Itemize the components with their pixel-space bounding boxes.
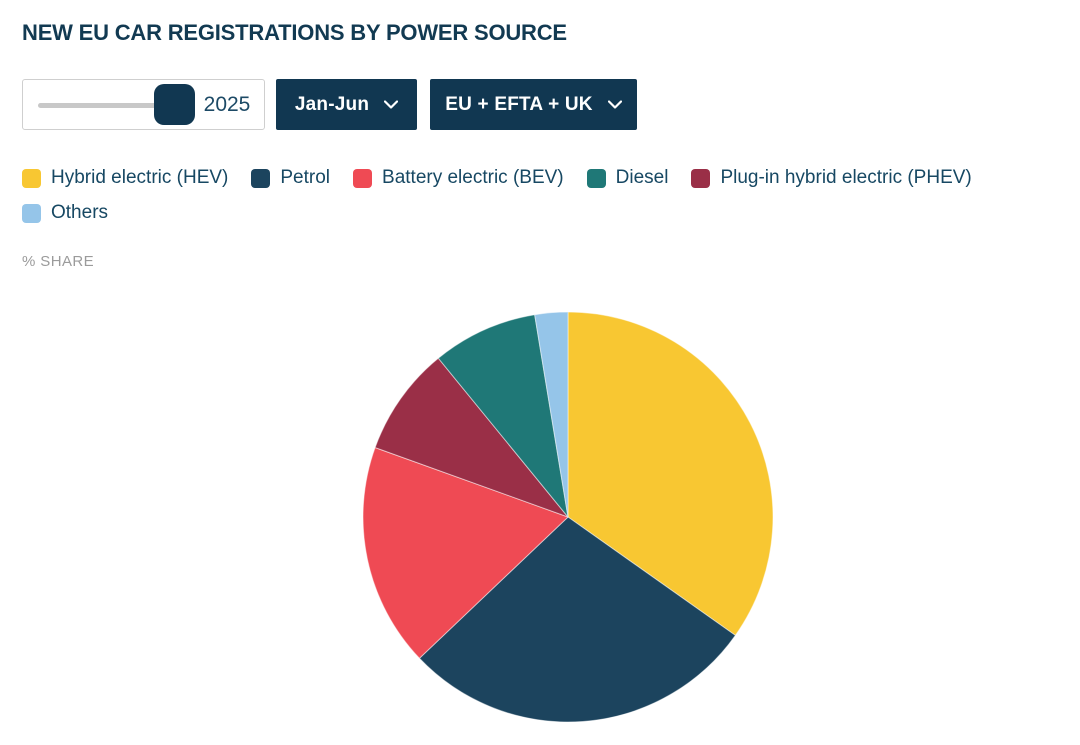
legend-swatch-phev xyxy=(691,168,711,188)
pie-slice-others[interactable] xyxy=(534,311,569,518)
legend-row-2: Others xyxy=(22,202,1067,224)
legend-swatch-petrol xyxy=(251,168,271,188)
legend-item-others: Others xyxy=(22,202,108,224)
pie-slice-plug-in-hybrid-electric-phev[interactable] xyxy=(374,357,569,518)
legend-row-1: Hybrid electric (HEV) Petrol Battery ele… xyxy=(22,167,1067,189)
period-dropdown-button[interactable]: Jan-Jun xyxy=(276,79,417,130)
year-slider-value: 2025 xyxy=(203,93,251,116)
pie-slice-battery-electric-bev[interactable] xyxy=(362,447,569,659)
legend-item-bev: Battery electric (BEV) xyxy=(353,167,564,189)
legend-label-hev: Hybrid electric (HEV) xyxy=(51,167,229,188)
legend-label-phev: Plug-in hybrid electric (PHEV) xyxy=(720,167,972,188)
chart-legend: Hybrid electric (HEV) Petrol Battery ele… xyxy=(22,167,1067,237)
pie-slice-hybrid-electric-hev[interactable] xyxy=(567,311,774,636)
legend-swatch-diesel xyxy=(586,168,606,188)
legend-item-diesel: Diesel xyxy=(586,167,669,189)
year-slider-track[interactable] xyxy=(38,103,162,108)
region-dropdown-button[interactable]: EU + EFTA + UK xyxy=(430,79,637,130)
pie-chart xyxy=(358,307,778,727)
year-slider: 2025 xyxy=(22,79,265,130)
legend-swatch-bev xyxy=(353,168,373,188)
pie-slice-diesel[interactable] xyxy=(437,314,569,518)
legend-label-petrol: Petrol xyxy=(280,167,331,188)
legend-label-others: Others xyxy=(51,202,109,223)
year-slider-thumb[interactable] xyxy=(154,84,195,125)
period-dropdown-label: Jan-Jun xyxy=(294,93,370,115)
chevron-down-icon xyxy=(607,100,622,109)
region-dropdown-label: EU + EFTA + UK xyxy=(445,93,593,115)
legend-swatch-hev xyxy=(22,168,41,188)
legend-swatch-others xyxy=(22,203,41,223)
y-axis-unit-label: % SHARE xyxy=(22,253,94,270)
legend-item-phev: Plug-in hybrid electric (PHEV) xyxy=(691,167,972,189)
legend-label-bev: Battery electric (BEV) xyxy=(382,167,564,188)
legend-item-petrol: Petrol xyxy=(251,167,330,189)
legend-item-hev: Hybrid electric (HEV) xyxy=(22,167,228,189)
page-title: NEW EU CAR REGISTRATIONS BY POWER SOURCE xyxy=(22,20,567,45)
legend-label-diesel: Diesel xyxy=(615,167,669,188)
pie-slice-petrol[interactable] xyxy=(418,516,736,723)
chevron-down-icon xyxy=(384,100,399,109)
